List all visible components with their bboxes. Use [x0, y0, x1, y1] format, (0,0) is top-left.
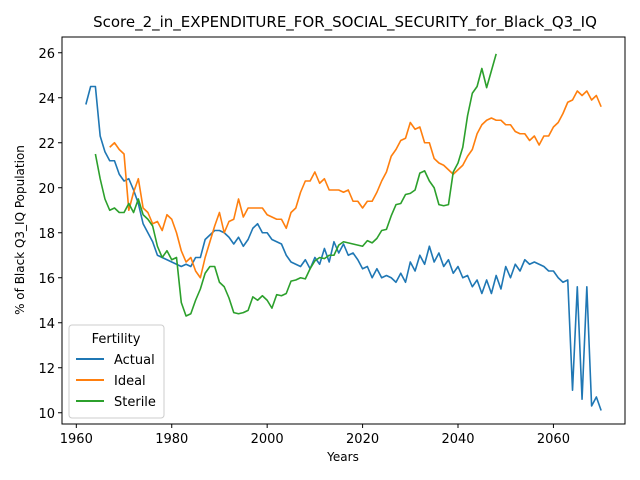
legend-label-actual: Actual	[114, 353, 155, 368]
legend-label-sterile: Sterile	[114, 395, 156, 410]
x-axis-ticks: 1960 1980 2000 2020 2040 2060	[60, 424, 570, 447]
y-tick-label: 10	[38, 407, 55, 422]
y-tick-label: 18	[38, 227, 55, 242]
y-axis-label: % of Black Q3_IQ Population	[13, 145, 27, 315]
y-axis-ticks: 10 12 14 16 18 20 22 24 26	[38, 47, 62, 422]
chart-title: Score_2_in_EXPENDITURE_FOR_SOCIAL_SECURI…	[93, 13, 597, 32]
y-tick-label: 14	[38, 317, 55, 332]
y-tick-label: 26	[38, 47, 55, 62]
y-tick-label: 16	[38, 272, 55, 287]
plot-lines	[85, 53, 602, 411]
series-line-actual	[85, 85, 602, 411]
x-tick-label: 1980	[155, 432, 188, 447]
y-tick-label: 12	[38, 362, 55, 377]
x-tick-label: 2020	[346, 432, 379, 447]
series-line-sterile	[94, 53, 497, 317]
x-axis-label: Years	[326, 450, 359, 464]
legend-box	[68, 324, 165, 419]
y-tick-label: 24	[38, 92, 55, 107]
y-tick-label: 20	[38, 182, 55, 197]
x-tick-label: 2000	[251, 432, 284, 447]
y-tick-label: 22	[38, 137, 55, 152]
plot-frame	[61, 36, 626, 425]
x-tick-label: 2040	[441, 432, 474, 447]
x-tick-label: 1960	[60, 432, 93, 447]
series-line-ideal	[109, 90, 602, 279]
x-tick-label: 2060	[537, 432, 570, 447]
legend-label-ideal: Ideal	[114, 374, 146, 389]
legend: Fertility Actual Ideal Sterile	[68, 324, 165, 419]
legend-title: Fertility	[92, 332, 141, 347]
